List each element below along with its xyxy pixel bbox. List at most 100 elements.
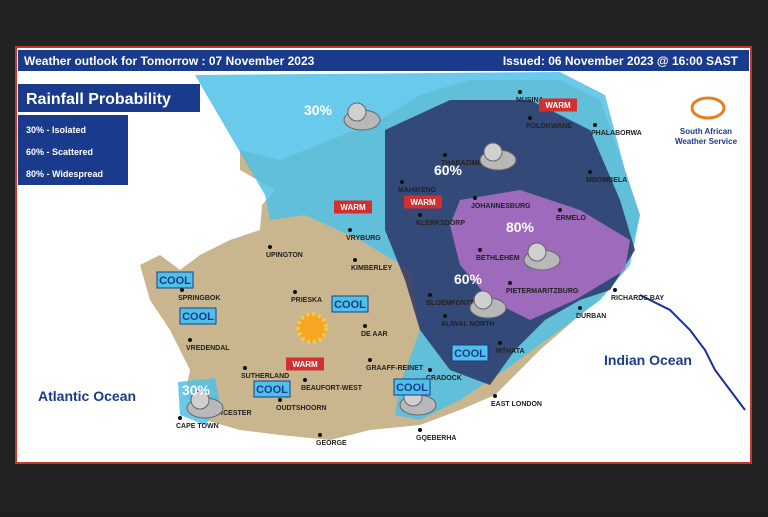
city-label: ALIWAL NORTH bbox=[441, 321, 495, 328]
warm-label: WARM bbox=[545, 101, 571, 110]
city-dot bbox=[353, 258, 357, 262]
city-dot bbox=[303, 378, 307, 382]
probability-label: 30% bbox=[304, 102, 333, 118]
city-dot bbox=[318, 433, 322, 437]
city-dot bbox=[348, 228, 352, 232]
city-dot bbox=[528, 116, 532, 120]
city-dot bbox=[578, 306, 582, 310]
city-label: MTHATA bbox=[496, 348, 525, 355]
cold-front bbox=[639, 294, 746, 411]
cool-box bbox=[253, 380, 291, 398]
cloud-icon bbox=[347, 102, 367, 122]
city-dot bbox=[428, 368, 432, 372]
logo-icon bbox=[690, 96, 726, 120]
header-issued: Issued: 06 November 2023 @ 16:00 SAST bbox=[503, 54, 739, 68]
city-label: GRAAFF-REINET bbox=[366, 365, 424, 372]
city-label: GQEBERHA bbox=[416, 435, 456, 442]
city-label: JOHANNESBURG bbox=[471, 203, 531, 210]
warm-box bbox=[334, 200, 372, 214]
city-dot bbox=[178, 416, 182, 420]
warm-box bbox=[286, 357, 324, 371]
cloud-icon bbox=[473, 290, 493, 310]
city-label: SPRINGBOK bbox=[178, 295, 220, 302]
city-label: THABAZIMBI bbox=[441, 160, 485, 167]
legend-item: 30% - Isolated bbox=[26, 125, 86, 135]
probability-label: 80% bbox=[506, 219, 535, 235]
city-label: VREDENDAL bbox=[186, 345, 230, 352]
city-dot bbox=[363, 324, 367, 328]
city-label: VRYBURG bbox=[346, 235, 381, 242]
city-dot bbox=[400, 180, 404, 184]
warm-box bbox=[404, 195, 442, 209]
city-label: RICHARDS BAY bbox=[611, 295, 664, 302]
city-dot bbox=[443, 153, 447, 157]
warm-label: WARM bbox=[410, 198, 436, 207]
cool-box bbox=[451, 344, 489, 362]
header-title: Weather outlook for Tomorrow : 07 Novemb… bbox=[24, 54, 315, 68]
cool-box bbox=[156, 271, 194, 289]
city-label: OUDTSHOORN bbox=[276, 405, 327, 412]
sun-icon bbox=[296, 312, 328, 344]
cool-label: COOL bbox=[182, 311, 214, 323]
city-dot bbox=[418, 213, 422, 217]
ocean-label: Indian Ocean bbox=[604, 352, 692, 368]
probability-label: 60% bbox=[434, 162, 463, 178]
city-label: BEAUFORT-WEST bbox=[301, 385, 363, 392]
ocean-label: Atlantic Ocean bbox=[38, 388, 136, 404]
city-label: WORCESTER bbox=[206, 410, 252, 417]
warm-label: WARM bbox=[292, 360, 318, 369]
cool-label: COOL bbox=[256, 384, 288, 396]
city-dot bbox=[593, 123, 597, 127]
cool-box bbox=[393, 378, 431, 396]
legend-box bbox=[18, 115, 128, 185]
city-label: CAPE TOWN bbox=[176, 423, 219, 430]
city-label: PRIESKA bbox=[291, 297, 322, 304]
cool-label: COOL bbox=[454, 348, 486, 360]
cloud-icon bbox=[190, 390, 210, 410]
city-label: UPINGTON bbox=[266, 252, 303, 259]
city-dot bbox=[478, 248, 482, 252]
cool-box bbox=[179, 307, 217, 325]
city-label: POLOKWANE bbox=[526, 123, 572, 130]
city-dot bbox=[243, 366, 247, 370]
city-label: BLOEMFONTEIN bbox=[426, 300, 482, 307]
cool-label: COOL bbox=[159, 275, 191, 287]
city-label: MUSINA bbox=[516, 97, 544, 104]
city-label: KIMBERLEY bbox=[351, 265, 393, 272]
header-bar bbox=[18, 50, 749, 71]
city-dot bbox=[493, 394, 497, 398]
city-dot bbox=[278, 398, 282, 402]
city-label: SUTHERLAND bbox=[241, 373, 289, 380]
city-dot bbox=[188, 338, 192, 342]
city-label: CRADOCK bbox=[426, 375, 462, 382]
city-dot bbox=[368, 358, 372, 362]
city-dot bbox=[180, 288, 184, 292]
legend-item: 60% - Scattered bbox=[26, 147, 93, 157]
legend-title: Rainfall Probability bbox=[26, 91, 171, 108]
cloud-icon bbox=[483, 142, 503, 162]
city-dot bbox=[473, 196, 477, 200]
city-dot bbox=[613, 288, 617, 292]
legend-item: 80% - Widespread bbox=[26, 169, 103, 179]
city-dot bbox=[498, 341, 502, 345]
city-dot bbox=[428, 293, 432, 297]
city-dot bbox=[558, 208, 562, 212]
city-dot bbox=[443, 314, 447, 318]
cool-label: COOL bbox=[334, 299, 366, 311]
cool-label: COOL bbox=[396, 382, 428, 394]
city-label: MAHIKENG bbox=[398, 187, 437, 194]
city-label: DE AAR bbox=[361, 331, 388, 338]
city-dot bbox=[508, 281, 512, 285]
cloud-icon bbox=[527, 242, 547, 262]
city-dot bbox=[293, 290, 297, 294]
city-dot bbox=[588, 170, 592, 174]
city-label: DURBAN bbox=[576, 313, 606, 320]
city-label: PIETERMARITZBURG bbox=[506, 288, 579, 295]
city-dot bbox=[418, 428, 422, 432]
city-label: PHALABORWA bbox=[591, 130, 642, 137]
warm-label: WARM bbox=[340, 203, 366, 212]
probability-label: 30% bbox=[182, 382, 211, 398]
city-label: GEORGE bbox=[316, 440, 347, 447]
